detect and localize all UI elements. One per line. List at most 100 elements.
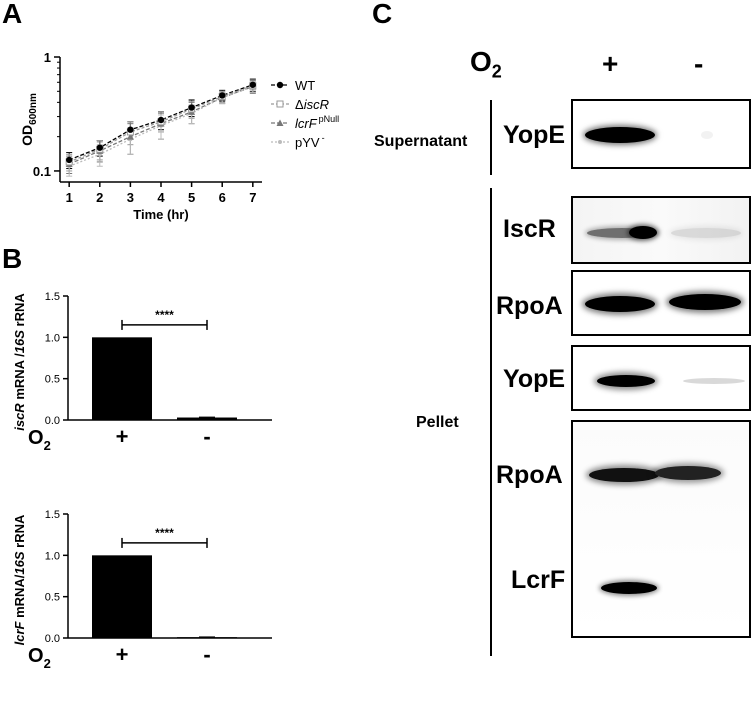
data-point [65, 156, 73, 164]
data-point [127, 126, 134, 133]
o2-subscript: 2 [44, 438, 51, 453]
panel-letter-c: C [372, 0, 393, 29]
pellet-label: Pellet [416, 414, 459, 431]
x-axis-label: Time (hr) [133, 207, 188, 222]
legend-marker [278, 140, 282, 144]
y-axis-label-sub: 600nm [28, 93, 39, 125]
y-axis-mid: mRNA/ [12, 574, 27, 621]
x-tick-label: 4 [157, 190, 165, 205]
y-axis-label: iscR mRNA /16S rRNA [12, 293, 27, 431]
blot-yope-supernatant [571, 99, 751, 169]
oxygen-plus-header: + [602, 48, 619, 79]
band [629, 226, 657, 239]
significance-stars: **** [155, 308, 174, 322]
category-label: - [203, 424, 210, 449]
o2-label: O [470, 46, 492, 77]
y-axis-mid: mRNA / [12, 353, 27, 403]
band [585, 296, 655, 312]
data-point [126, 133, 134, 140]
y-axis-end: rRNA [12, 293, 27, 330]
legend-name: lcrF [295, 116, 318, 131]
bar [177, 417, 237, 420]
y-axis-label: lcrF mRNA/16S rRNA [12, 514, 27, 645]
blot-label-lcrf: LcrF [511, 566, 566, 594]
blot-iscr [571, 196, 751, 264]
band [701, 131, 713, 139]
band [587, 228, 657, 238]
y-tick-label: 1 [44, 50, 51, 65]
y-axis-gene: iscR [12, 403, 27, 431]
legend-name: WT [295, 78, 315, 93]
category-label: - [203, 642, 210, 667]
band [589, 468, 659, 482]
band [671, 228, 741, 238]
bar [92, 555, 152, 638]
legend-label: lcrF pNull [295, 114, 339, 131]
o2-header: O2 [470, 48, 502, 81]
band [669, 294, 741, 310]
legend-label: pYV - [295, 133, 325, 150]
y-axis-gene: lcrF [12, 620, 27, 645]
supernatant-divider [490, 100, 492, 175]
band [597, 375, 655, 387]
y-tick-label: 0.5 [45, 374, 60, 386]
x-tick-label: 3 [127, 190, 134, 205]
blot-label-rpoa-2: RpoA [496, 461, 563, 489]
y-tick-label: 1.0 [45, 550, 60, 562]
blot-label-yope-supernatant: YopE [503, 121, 566, 149]
o2-label: O [28, 427, 44, 449]
band [585, 127, 655, 143]
legend-label: ΔiscR [295, 97, 329, 112]
data-point [219, 92, 226, 99]
supernatant-label: Supernatant [374, 133, 468, 150]
legend-marker [276, 119, 284, 126]
bar [177, 637, 237, 638]
lcrf-mrna-bar-chart: 0.0 0.5 1.0 1.5 **** O2 + - lcrF mRNA/16S rRNA [12, 509, 272, 671]
blot-rpoa-1 [571, 270, 751, 336]
band [601, 582, 657, 594]
y-tick-label: 0.0 [45, 415, 60, 427]
x-axis-label: O2 [28, 427, 51, 453]
o2-subscript: 2 [491, 61, 502, 82]
panel-letter-b: B [2, 243, 23, 274]
o2-label: O [28, 645, 44, 667]
bar [92, 337, 152, 420]
panel-letter-a: A [2, 0, 23, 29]
legend-label: WT [295, 78, 315, 93]
band [683, 378, 745, 384]
x-tick-label: 7 [249, 190, 256, 205]
data-point [188, 104, 195, 111]
legend-superscript: pNull [319, 114, 340, 124]
blot-label-iscr: IscR [503, 215, 556, 243]
data-point [249, 81, 257, 89]
blot-label-yope-pellet: YopE [503, 365, 566, 393]
growth-curve-chart: 0.1 1 1 2 3 4 5 6 7 Time (hr) OD600nm WT ΔiscR lcrF pN… [19, 50, 339, 222]
significance-stars: **** [155, 526, 174, 540]
blot-yope-pellet [571, 345, 751, 411]
x-tick-label: 2 [96, 190, 103, 205]
y-tick-label: 1.5 [45, 291, 60, 303]
legend-prefix: Δ [295, 97, 304, 112]
y-tick-label: 0.5 [45, 592, 60, 604]
x-axis-label: O2 [28, 645, 51, 671]
oxygen-minus-header: - [694, 48, 704, 79]
y-axis-label-main: OD [19, 125, 35, 146]
blot-label-rpoa-1: RpoA [496, 292, 563, 320]
y-tick-label: 0.0 [45, 633, 60, 645]
legend-marker [276, 100, 284, 108]
x-tick-label: 5 [188, 190, 195, 205]
legend-name: pYV [295, 135, 320, 150]
legend-superscript: - [322, 133, 325, 143]
category-label: + [116, 642, 129, 667]
data-point [96, 144, 103, 151]
y-axis-16s: 16S [12, 330, 27, 353]
y-axis-end: rRNA [12, 514, 27, 551]
x-tick-label: 1 [66, 190, 73, 205]
data-point [157, 116, 165, 124]
y-tick-label: 0.1 [33, 164, 51, 179]
blot-rpoa-lcrf [571, 420, 751, 638]
o2-subscript: 2 [44, 656, 51, 671]
pellet-divider [490, 188, 492, 656]
y-axis-label: OD600nm [19, 93, 39, 146]
y-axis-16s: 16S [12, 551, 27, 574]
